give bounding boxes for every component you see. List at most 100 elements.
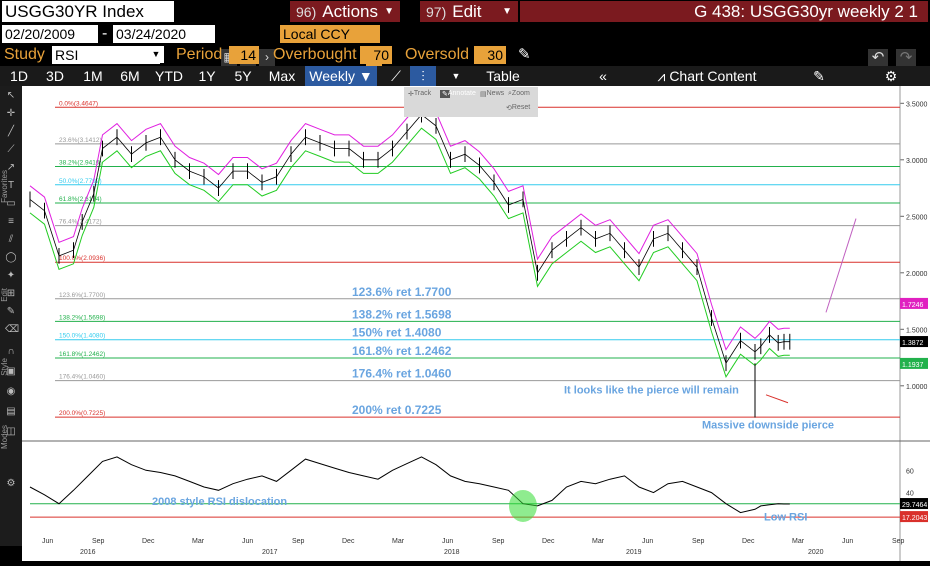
track-button[interactable]: ✛ Track xyxy=(408,90,432,98)
actions-number: 96) xyxy=(296,4,317,20)
study-label: Study xyxy=(4,46,45,63)
range-max-button[interactable]: Max xyxy=(268,68,296,84)
currency-value: Local CCY xyxy=(283,26,350,42)
frequency-select[interactable]: Weekly ▼ xyxy=(305,66,377,86)
overbought-label: Overbought xyxy=(273,46,357,63)
range-1y-button[interactable]: 1Y xyxy=(198,68,216,84)
rsi-tick-label: 40 xyxy=(906,491,914,498)
chart-area[interactable]: 3.5000 3.0000 2.5000 2.0000 1.5000 1.0000 0.0%… xyxy=(22,86,930,561)
period-field[interactable]: 14 xyxy=(229,46,259,64)
style-tab[interactable]: Style xyxy=(0,358,9,376)
crosshair-icon[interactable]: ✛ xyxy=(6,108,16,119)
massive-pierce-annotation: Massive downside pierce xyxy=(702,420,834,432)
ellipse-tool-icon[interactable]: ◯ xyxy=(5,252,17,263)
chart-content-button[interactable]: ⩘ Chart Content xyxy=(642,66,772,86)
date-bar: 02/20/2009 - 03/24/2020 ▦ ‹ › Local CCY … xyxy=(0,24,930,66)
end-date-field[interactable]: 03/24/2020 xyxy=(113,25,215,43)
y-tick-label: 3.5000 xyxy=(906,101,928,108)
cursor-icon[interactable]: ↖ xyxy=(6,90,16,101)
x-year-label: 2017 xyxy=(262,549,278,556)
toolbar: 1D 3D 1M 6M YTD 1Y 5Y Max Weekly ▼ ⟋ ⫶ ▼… xyxy=(0,66,930,86)
shape-tool-icon[interactable]: ▭ xyxy=(6,198,16,209)
actions-menu[interactable]: 96) Actions ▼ xyxy=(290,1,400,22)
retracement-annotation: 200% ret 0.7225 xyxy=(352,403,442,417)
measure-tool-icon[interactable]: ⊞ xyxy=(6,288,16,299)
fib-level-label: 200.0%(0.7225) xyxy=(59,410,105,417)
collapse-icon[interactable]: « xyxy=(599,68,607,84)
range-6m-button[interactable]: 6M xyxy=(120,68,140,84)
favorites-tab[interactable]: Favorites xyxy=(0,170,9,203)
x-tick-label: Jun xyxy=(242,538,253,545)
range-1m-button[interactable]: 1M xyxy=(83,68,103,84)
gear-icon[interactable]: ⚙ xyxy=(884,68,898,84)
layers-icon[interactable]: ◫ xyxy=(6,426,16,437)
fib-level-label: 100.0%(2.0936) xyxy=(59,255,105,262)
study-bar: Study RSI ▼ Period 14 Overbought 70 Over… xyxy=(0,45,930,65)
lock-icon[interactable]: ▣ xyxy=(6,366,16,377)
fib-tool-icon[interactable]: ≡ xyxy=(8,216,14,227)
rsi-badge xyxy=(900,511,928,523)
arrow-tool-icon[interactable]: ↗ xyxy=(6,162,16,173)
oversold-field[interactable]: 30 xyxy=(474,46,506,64)
rsi-badge-label: 17.2043 xyxy=(902,515,927,522)
line-chart-icon[interactable]: ⟋ xyxy=(391,68,401,84)
edit-menu[interactable]: 97) Edit ▼ xyxy=(420,1,518,22)
zoom-button[interactable]: ⌕ Zoom xyxy=(508,90,530,97)
y-tick-label: 2.0000 xyxy=(906,271,928,278)
undo-icon[interactable]: ↶ xyxy=(868,49,888,66)
trend-icon[interactable]: ⟋ xyxy=(7,144,15,155)
text-tool-icon[interactable]: T xyxy=(7,180,15,191)
study-select[interactable]: RSI xyxy=(52,46,160,64)
rsi-line xyxy=(29,456,790,514)
x-year-label: 2018 xyxy=(444,549,460,556)
chart-title: G 438: USGG30yr weekly 2 1 xyxy=(520,1,928,22)
x-tick-label: Jun xyxy=(442,538,453,545)
marker-tool-icon[interactable]: ✦ xyxy=(6,270,16,281)
fib-level-label: 123.6%(1.7700) xyxy=(59,292,105,299)
bar-chart-icon[interactable]: ⫶ xyxy=(410,66,436,86)
start-date-field[interactable]: 02/20/2009 xyxy=(2,25,98,43)
currency-select[interactable]: Local CCY xyxy=(280,25,380,43)
edit-icon[interactable]: ✎ xyxy=(813,68,825,84)
chevron-down-icon[interactable]: ▼ xyxy=(451,71,461,81)
range-3d-button[interactable]: 3D xyxy=(46,68,64,84)
edit-number: 97) xyxy=(426,4,447,20)
x-tick-label: Dec xyxy=(742,538,755,545)
x-tick-label: Sep xyxy=(292,538,305,545)
line-tool-icon[interactable]: ╱ xyxy=(7,126,15,137)
retracement-annotation: 123.6% ret 1.7700 xyxy=(352,285,452,299)
range-5y-button[interactable]: 5Y xyxy=(234,68,252,84)
pencil-icon[interactable]: ✎ xyxy=(518,46,531,63)
modes-tab[interactable]: Modes xyxy=(0,425,9,450)
x-year-label: 2019 xyxy=(626,549,642,556)
zoom-panel: ✛ Track ✎ Annotate ▤ News ⌕ Zoom ⟲ Reset xyxy=(404,87,538,117)
ticker-field[interactable]: USGG30YR Index xyxy=(2,1,174,22)
edit-label: Edit xyxy=(452,2,482,21)
channel-tool-icon[interactable]: ⫽ xyxy=(8,234,14,245)
y-tick-label: 1.0000 xyxy=(906,384,928,391)
price-badge-label: 1.1937 xyxy=(902,362,924,369)
range-ytd-button[interactable]: YTD xyxy=(155,68,183,84)
reset-button[interactable]: ⟲ Reset xyxy=(506,104,531,112)
settings-icon[interactable]: ⚙ xyxy=(6,478,16,489)
edit-tab[interactable]: Edit xyxy=(0,288,9,302)
overbought-field[interactable]: 70 xyxy=(360,46,392,64)
chevron-down-icon[interactable]: ▼ xyxy=(148,46,164,63)
eye-icon[interactable]: ◉ xyxy=(6,386,16,397)
range-1d-button[interactable]: 1D xyxy=(10,68,28,84)
news-button[interactable]: ▤ News xyxy=(480,90,505,98)
annotate-button[interactable]: ✎ Annotate xyxy=(440,90,476,98)
y-tick-label: 3.0000 xyxy=(906,158,928,165)
fib-level-label: 138.2%(1.5698) xyxy=(59,314,105,321)
x-year-label: 2016 xyxy=(80,549,96,556)
y-tick-label: 2.5000 xyxy=(906,214,928,221)
redo-icon[interactable]: ↷ xyxy=(896,49,916,66)
table-button[interactable]: Table xyxy=(486,68,520,84)
eraser-icon[interactable]: ⌫ xyxy=(5,324,20,335)
x-tick-label: Mar xyxy=(592,538,605,545)
trash-icon[interactable]: ▤ xyxy=(6,406,16,417)
price-badge-label: 1.7246 xyxy=(902,302,924,309)
chevron-right-icon[interactable]: › xyxy=(259,49,275,66)
magnet-icon[interactable]: ∩ xyxy=(7,346,15,357)
pen-tool-icon[interactable]: ✎ xyxy=(6,306,16,317)
